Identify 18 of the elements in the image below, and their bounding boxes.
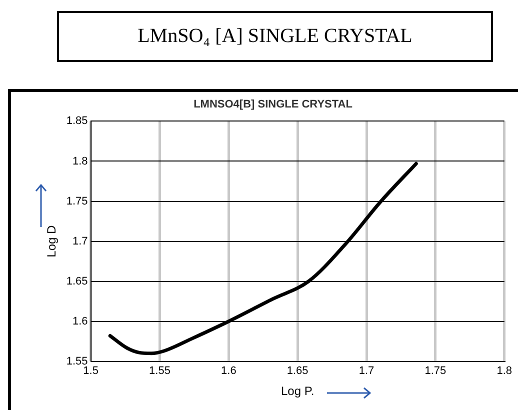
x-tick-label: 1.8 — [496, 365, 512, 378]
y-axis-title: Log D — [44, 224, 59, 258]
x-tick-label: 1.65 — [286, 365, 308, 378]
x-tick-label: 1.75 — [424, 365, 446, 378]
y-tick-label: 1.65 — [66, 275, 88, 288]
y-tick-label: 1.7 — [72, 235, 88, 248]
y-tick-label: 1.6 — [72, 315, 88, 328]
x-tick-label: 1.55 — [149, 365, 170, 378]
y-tick-label: 1.75 — [66, 195, 88, 208]
chart-title: LMnSO₄ [A] SINGLE CRYSTAL — [57, 11, 493, 62]
y-tick-label: 1.55 — [66, 355, 88, 368]
x-tick-label: 1.6 — [221, 365, 236, 378]
x-axis-title: Log P. — [281, 384, 314, 398]
chart-subtitle: LMNSO4[B] SINGLE CRYSTAL — [194, 98, 353, 111]
y-tick-label: 1.8 — [72, 155, 88, 168]
y-tick-label: 1.85 — [66, 115, 88, 128]
x-tick-label: 1.7 — [358, 365, 374, 378]
x-tick-label: 1.5 — [83, 365, 98, 378]
